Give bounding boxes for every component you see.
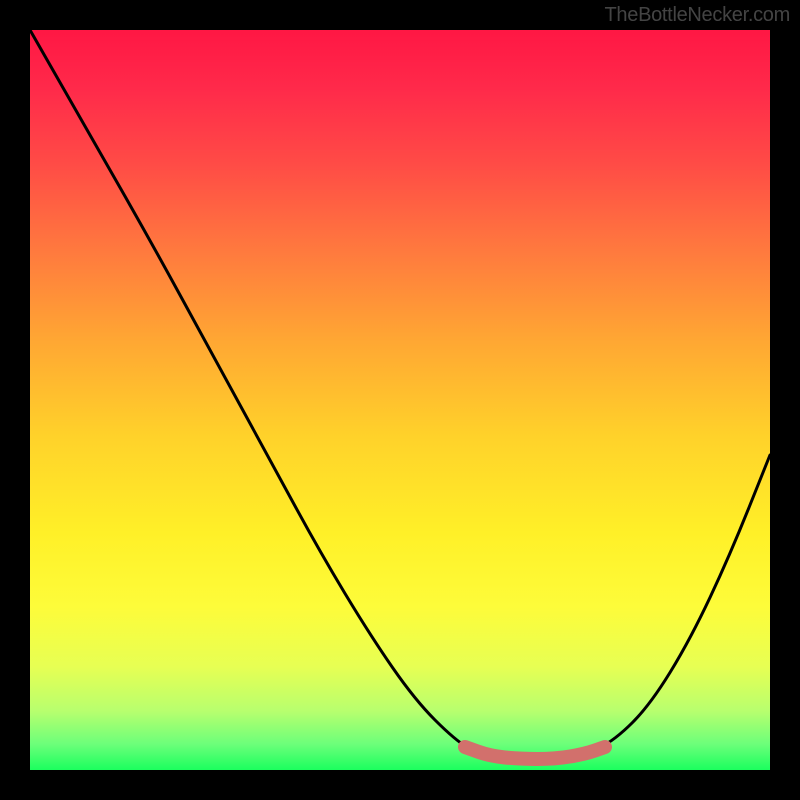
chart-container: TheBottleNecker.com <box>0 0 800 800</box>
watermark-text: TheBottleNecker.com <box>605 4 791 27</box>
bottleneck-chart <box>0 0 800 800</box>
chart-background-gradient <box>30 30 770 770</box>
